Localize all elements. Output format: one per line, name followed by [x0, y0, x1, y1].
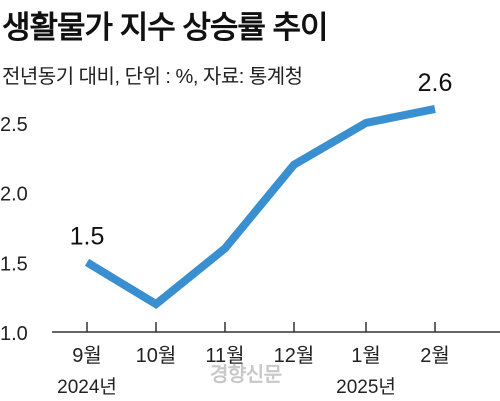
y-tick-label: 2.0: [0, 184, 28, 206]
series-line: [84, 104, 436, 309]
y-tick-label: 2.5: [0, 114, 28, 136]
data-label: 2.6: [418, 69, 453, 97]
x-axis-ticks: 9월 10월 11월 12월 1월 2월 2024년 2025년: [57, 322, 450, 398]
series-group: [84, 104, 436, 309]
data-label: 1.5: [70, 222, 105, 250]
year-label: 2025년: [336, 376, 396, 398]
x-tick-label: 9월: [72, 344, 102, 367]
year-label: 2024년: [57, 376, 117, 398]
watermark: 경향신문: [210, 364, 282, 386]
chart-subtitle: 전년동기 대비, 단위 : %, 자료: 통계청: [2, 66, 303, 88]
x-tick-label: 11월: [205, 344, 244, 367]
y-tick-label: 1.0: [0, 323, 28, 345]
y-axis-ticks: 1.0 1.5 2.0 2.5: [0, 114, 28, 345]
data-labels: 1.5 2.6: [70, 69, 453, 250]
chart-title: 생활물가 지수 상승률 추이: [2, 10, 329, 45]
x-tick-label: 12월: [274, 344, 315, 367]
y-tick-label: 1.5: [0, 253, 28, 275]
x-tick-label: 1월: [351, 344, 381, 367]
x-tick-label: 2월: [420, 344, 450, 367]
x-tick-label: 10월: [136, 344, 177, 367]
